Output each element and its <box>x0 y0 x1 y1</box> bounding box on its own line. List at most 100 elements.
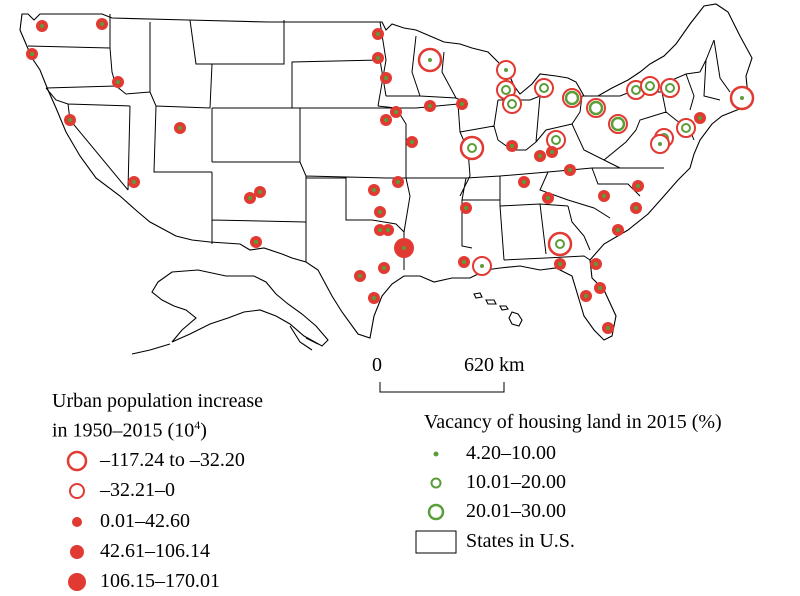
vacancy-marker <box>410 140 414 144</box>
vacancy-marker <box>558 262 562 266</box>
vacancy-marker <box>616 228 620 232</box>
vacancy-marker <box>584 294 588 298</box>
vacancy-marker <box>460 102 464 106</box>
population-legend-label-4: 42.61–106.14 <box>100 540 210 562</box>
population-legend-title-line1: Urban population increase <box>52 390 264 412</box>
city-symbol-omaha <box>390 106 402 118</box>
vacancy-marker <box>568 168 572 172</box>
vacancy-marker <box>538 154 542 158</box>
population-legend-title-line2: in 1950–2015 (104) <box>52 418 207 443</box>
vacancy-marker <box>258 190 262 194</box>
hawaii <box>473 292 523 327</box>
vacancy-marker <box>40 24 44 28</box>
population-marker <box>640 76 660 96</box>
city-symbol-portland <box>26 48 38 60</box>
city-symbol-philadelphia <box>676 118 696 138</box>
city-symbol-houston <box>368 292 380 304</box>
city-symbol-birmingham <box>547 231 573 257</box>
vacancy-marker <box>428 58 432 62</box>
city-symbol-kansas-city <box>406 136 418 148</box>
vacancy-marker <box>555 239 565 249</box>
city-symbol-syracuse <box>660 78 680 98</box>
vacancy-marker <box>30 52 34 56</box>
vacancy-marker <box>551 135 561 145</box>
city-symbol-indianapolis <box>506 140 518 152</box>
city-symbol-nashville <box>518 176 530 188</box>
vacancy-marker <box>372 188 376 192</box>
alaska <box>131 269 329 355</box>
population-legend-symbols <box>66 450 88 591</box>
scale-bar-start: 0 <box>372 354 382 376</box>
city-symbol-sacramento <box>64 114 76 126</box>
city-symbol-milwaukee <box>496 60 516 80</box>
city-symbol-san-antonio <box>354 270 366 282</box>
vacancy-marker <box>378 228 382 232</box>
vacancy-marker <box>384 76 388 80</box>
vacancy-marker <box>681 123 691 133</box>
city-symbol-savannah <box>594 282 606 294</box>
city-symbol-st-louis <box>459 135 485 161</box>
vacancy-marker <box>386 228 390 232</box>
city-symbol-lincoln <box>380 114 392 126</box>
vacancy-marker <box>606 326 610 330</box>
vacancy-marker <box>254 240 258 244</box>
vac-legend-symbol-3 <box>427 503 445 521</box>
population-legend-label-5: 106.15–170.01 <box>100 570 220 592</box>
vacancy-marker <box>546 196 550 200</box>
alaska-outline <box>151 269 329 347</box>
population-marker <box>534 78 554 98</box>
vacancy-marker <box>631 85 641 95</box>
vacancy-marker <box>510 144 514 148</box>
city-symbol-tulsa <box>374 206 386 218</box>
city-symbol-detroit <box>562 88 582 108</box>
city-symbol-cincinnati <box>546 130 566 150</box>
vacancy-marker <box>248 196 252 200</box>
city-symbol-knoxville <box>564 164 576 176</box>
vacancy-marker <box>588 100 604 116</box>
city-symbol-spokane <box>96 18 108 30</box>
vacancy-legend-label-3: 20.01–30.00 <box>466 500 566 522</box>
population-legend-title-sup: 4 <box>194 418 201 432</box>
population-marker <box>676 118 696 138</box>
vacancy-marker <box>178 126 182 130</box>
vacancy-marker <box>522 180 526 184</box>
vac-legend-symbol-2 <box>430 477 442 489</box>
city-symbol-jacksonville <box>590 258 602 270</box>
population-legend-label-3: 0.01–42.60 <box>100 510 190 532</box>
vacancy-marker <box>132 180 136 184</box>
city-symbol-shreveport <box>394 238 414 258</box>
population-legend-label-2: –32.21–0 <box>100 479 175 501</box>
city-symbol-tampa <box>580 290 592 302</box>
vacancy-marker <box>464 206 468 210</box>
vacancy-marker <box>645 81 655 91</box>
city-symbol-jackson <box>458 256 470 268</box>
vacancy-marker <box>598 286 602 290</box>
vacancy-marker <box>396 180 400 184</box>
states-legend-label: States in U.S. <box>466 530 575 552</box>
vacancy-marker <box>539 83 549 93</box>
vacancy-marker <box>698 116 702 120</box>
vacancy-marker <box>394 110 398 114</box>
vacancy-marker <box>376 56 380 60</box>
population-marker <box>660 78 680 98</box>
vacancy-marker <box>462 260 466 264</box>
vacancy-marker <box>634 206 638 210</box>
city-symbols <box>26 18 755 334</box>
vacancy-marker <box>636 184 640 188</box>
vacancy-marker <box>378 210 382 214</box>
vacancy-marker <box>384 118 388 122</box>
city-symbol-oklahoma <box>392 176 404 188</box>
city-symbol-topeka <box>368 184 380 196</box>
city-symbol-toledo <box>534 78 554 98</box>
vacancy-marker <box>372 296 376 300</box>
city-symbol-bismarck <box>380 72 392 84</box>
city-symbol-rochester <box>640 76 660 96</box>
population-marker <box>502 94 522 114</box>
population-marker <box>547 231 573 257</box>
city-symbol-seattle <box>36 20 48 32</box>
city-symbol-albuquerque-1 <box>244 192 256 204</box>
city-symbol-pittsburgh <box>608 114 628 134</box>
city-symbol-fort-worth <box>374 224 386 236</box>
city-symbol-sioux-falls <box>372 52 384 64</box>
scale-bar-end: 620 km <box>464 354 525 376</box>
